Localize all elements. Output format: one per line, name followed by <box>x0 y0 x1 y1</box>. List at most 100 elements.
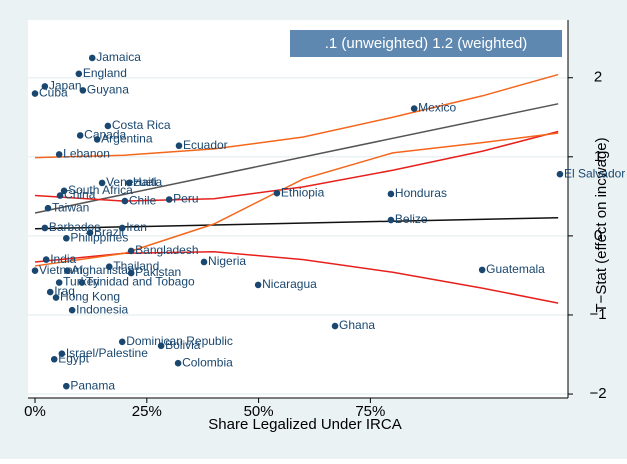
point-label: Haiti <box>133 175 157 189</box>
point <box>121 197 129 205</box>
point-label: Iraq <box>54 284 75 298</box>
point-label: Ghana <box>339 318 375 332</box>
point-label: Bangladesh <box>135 243 198 257</box>
point-label: Belize <box>395 212 428 226</box>
point <box>31 90 39 97</box>
point <box>127 269 135 277</box>
point-label: Panama <box>70 378 115 392</box>
point <box>174 359 182 367</box>
point <box>78 279 86 286</box>
point <box>175 142 183 150</box>
point-label: Barbados <box>49 220 100 234</box>
point-label: Israel/Palestine <box>66 346 148 360</box>
point <box>478 266 486 274</box>
point <box>556 170 564 178</box>
point <box>63 267 71 274</box>
annotation: .1 (unweighted) 1.2 (weighted) <box>325 35 528 52</box>
point-label: Lebanon <box>63 147 110 161</box>
point <box>76 132 84 139</box>
point-label: Mexico <box>418 101 456 115</box>
point <box>42 256 50 263</box>
point-label: Thailand <box>113 259 159 273</box>
x-tick-label: 75% <box>355 403 385 420</box>
point <box>41 224 49 232</box>
annotation-box <box>290 30 562 57</box>
point-label: Jamaica <box>96 50 141 64</box>
point <box>41 83 49 90</box>
point <box>88 54 96 62</box>
point-label: Trinidad and Tobago <box>86 275 195 289</box>
point <box>50 355 58 363</box>
point <box>56 192 64 199</box>
point-label: Costa Rica <box>112 118 171 132</box>
point-label: Indonesia <box>76 302 128 316</box>
point-label: Egypt <box>58 351 89 365</box>
fit-line <box>35 73 559 159</box>
y-tick-label: 0 <box>594 227 602 244</box>
point-label: Nicaragua <box>262 277 317 291</box>
point-label: Iran <box>126 220 147 234</box>
point-label: Peru <box>173 192 198 206</box>
fit-line <box>34 132 559 267</box>
point-label: China <box>64 188 96 202</box>
x-tick-label: 50% <box>244 403 274 420</box>
point-label: Brazil <box>94 225 124 239</box>
point <box>105 263 113 271</box>
point-label: Cuba <box>39 86 68 100</box>
point-label: Bolivia <box>165 338 201 352</box>
point <box>44 204 52 212</box>
x-tick-label: 0% <box>24 403 46 420</box>
point <box>254 281 262 289</box>
point <box>273 189 281 197</box>
point <box>200 258 208 266</box>
point-label: Honduras <box>395 186 447 200</box>
point-label: Ethiopia <box>281 185 325 199</box>
point-label: Chile <box>129 193 157 207</box>
point-label: Guatemala <box>486 262 545 276</box>
point <box>79 87 87 94</box>
point-label: Afghanistan <box>71 263 134 277</box>
y-tick-label: 1 <box>594 148 602 165</box>
point <box>63 382 70 390</box>
point <box>387 216 395 224</box>
x-axis-label: Share Legalized Under IRCA <box>208 416 401 433</box>
point-label: Philippines <box>70 230 128 244</box>
point <box>46 288 54 296</box>
point-label: Hong Kong <box>60 290 120 304</box>
point <box>104 122 112 130</box>
point <box>331 322 339 330</box>
y-tick-label: −1 <box>589 306 606 323</box>
point <box>118 224 126 232</box>
point-label: England <box>83 66 127 80</box>
point <box>410 105 418 112</box>
point <box>165 196 173 203</box>
point-label: Guyana <box>87 83 129 97</box>
point <box>157 342 165 350</box>
point-label: Nigeria <box>208 254 246 268</box>
plot-area <box>28 20 568 398</box>
point <box>31 267 39 274</box>
point <box>75 70 83 78</box>
point-label: Pakistan <box>135 265 181 279</box>
point-label: South Africa <box>68 183 133 197</box>
y-tick-label: −2 <box>589 385 606 402</box>
point <box>52 294 60 301</box>
point-label: Vietnam <box>39 263 83 277</box>
point <box>118 338 126 346</box>
point <box>93 136 101 143</box>
point <box>127 247 135 255</box>
point-label: India <box>50 252 76 266</box>
point-label: El Salvador <box>564 166 625 180</box>
point-label: Dominican Republic <box>126 334 233 348</box>
x-tick-label: 25% <box>132 403 162 420</box>
point <box>58 350 66 358</box>
point-label: Ecuador <box>183 138 228 152</box>
point <box>55 151 63 158</box>
y-axis-label: T−Stat (effect on incwage) <box>593 137 610 312</box>
point <box>60 187 68 195</box>
point <box>98 179 106 187</box>
point <box>387 190 395 198</box>
point <box>125 179 133 187</box>
y-tick-label: 2 <box>594 69 602 86</box>
